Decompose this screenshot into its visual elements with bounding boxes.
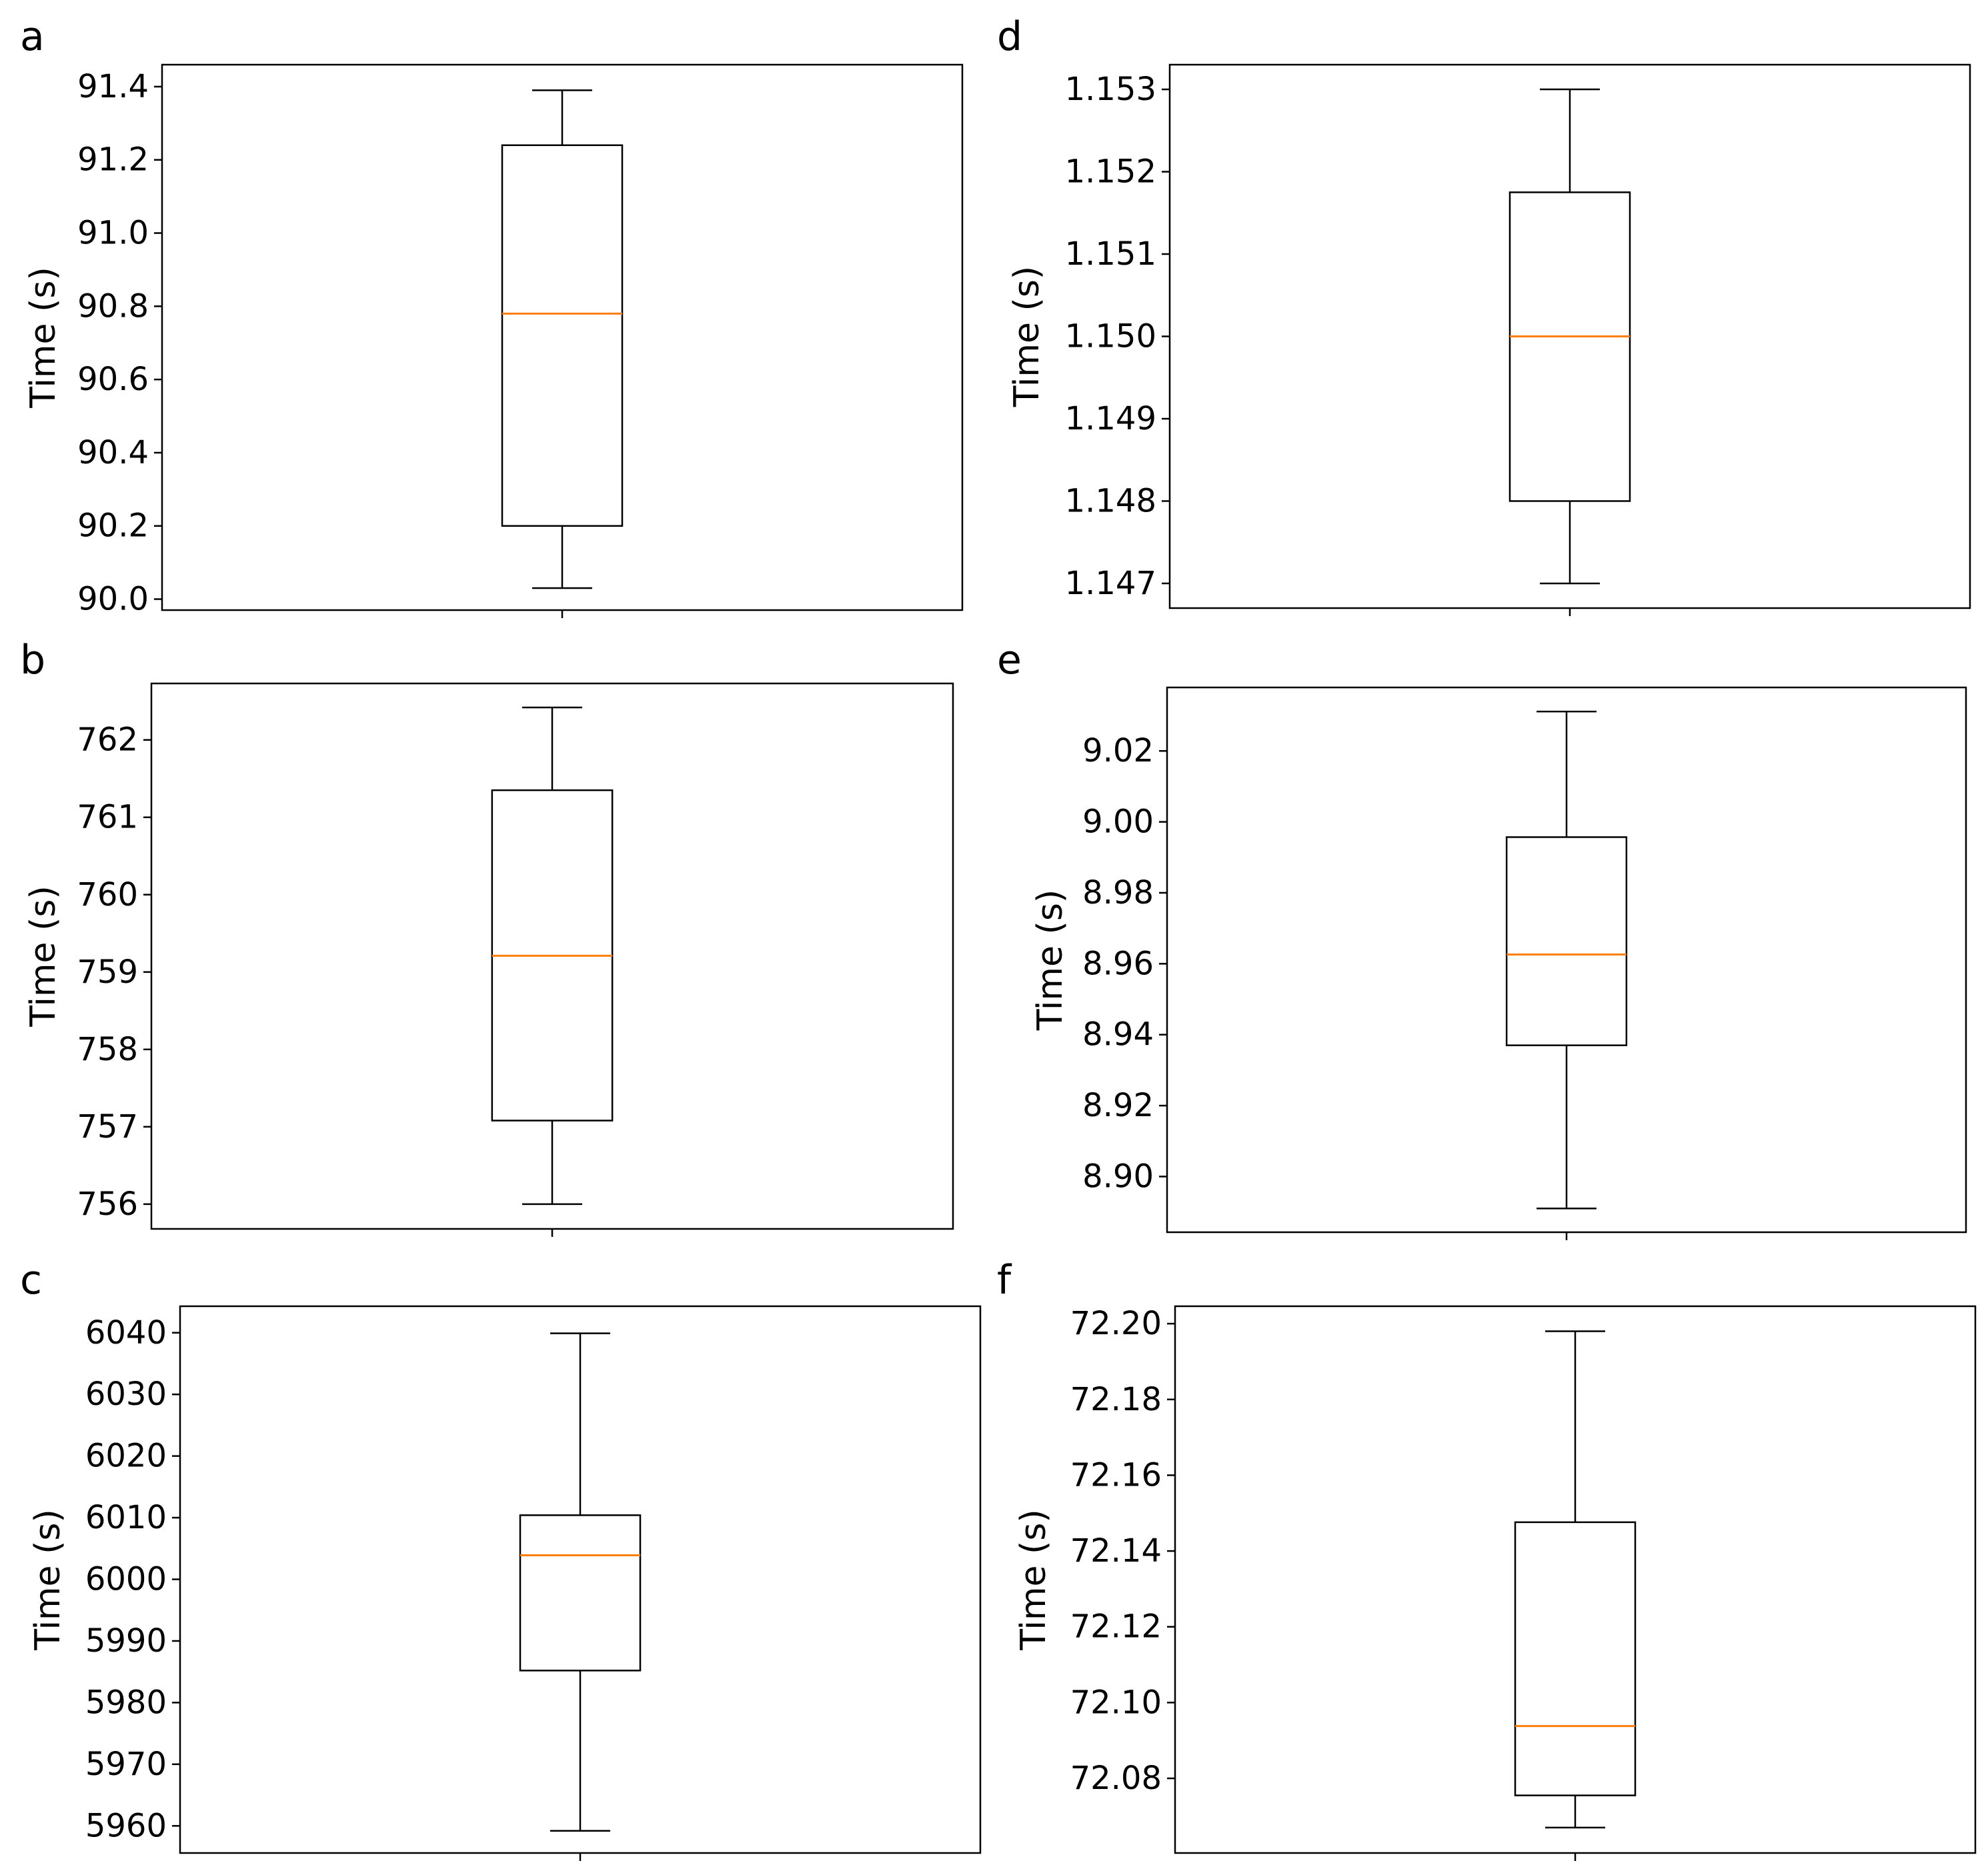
y-tick-label-b: 759	[77, 954, 138, 991]
y-tick-label-b: 758	[77, 1031, 138, 1068]
y-axis-label-b: Time (s)	[23, 885, 63, 1027]
y-tick-label-c: 6030	[85, 1376, 167, 1413]
panel-f: f 72.08 72.10 72.12 72.14 72.16 72.18 72.20 Time…	[997, 1257, 1977, 1861]
y-tick-label-e: 8.94	[1082, 1016, 1154, 1054]
iqr-box-a	[501, 144, 624, 527]
y-axis-label-d: Time (s)	[1007, 266, 1047, 407]
y-tick-label-e: 8.96	[1082, 945, 1154, 982]
y-tick-label-e: 8.98	[1082, 874, 1154, 911]
y-tick-label-e: 9.02	[1082, 732, 1154, 769]
y-tick-label-b: 761	[77, 799, 138, 836]
y-axis-label-a: Time (s)	[23, 267, 63, 408]
panel-label-a: a	[20, 13, 45, 60]
y-tick-label-d: 1.151	[1065, 235, 1156, 273]
panel-b: b 756 757 758 759 760 761 762 Time (s)	[20, 637, 954, 1237]
panel-label-f: f	[997, 1257, 1012, 1304]
y-tick-label-c: 6010	[85, 1499, 167, 1536]
y-tick-label-e: 8.90	[1082, 1158, 1154, 1195]
y-tick-label-e: 8.92	[1082, 1087, 1154, 1124]
y-tick-label-a: 91.4	[77, 68, 149, 105]
y-tick-label-c: 5990	[85, 1622, 167, 1660]
y-tick-label-a: 90.6	[77, 361, 149, 398]
y-tick-label-f: 72.12	[1070, 1608, 1162, 1646]
panel-a: a 90.0 90.2 90.4 90.6 90.8 91.0 91.2 91.4 Time (s…	[20, 13, 964, 618]
y-axis-label-e: Time (s)	[1030, 889, 1070, 1031]
y-tick-label-f: 72.10	[1070, 1684, 1162, 1721]
y-tick-label-d: 1.147	[1065, 565, 1156, 602]
y-tick-label-b: 762	[77, 721, 138, 759]
y-tick-label-f: 72.08	[1070, 1760, 1162, 1797]
panel-label-e: e	[997, 637, 1022, 683]
y-tick-label-c: 6000	[85, 1561, 167, 1598]
y-tick-label-c: 6020	[85, 1438, 167, 1475]
panel-d: d 1.147 1.148 1.149 1.150 1.151 1.152 1.153 Time…	[997, 13, 1971, 616]
y-tick-label-a: 91.0	[77, 215, 149, 252]
y-tick-label-b: 757	[77, 1108, 138, 1146]
panel-label-b: b	[20, 637, 45, 683]
y-tick-label-b: 756	[77, 1186, 138, 1223]
y-tick-label-f: 72.18	[1070, 1381, 1162, 1418]
y-tick-label-c: 5960	[85, 1807, 167, 1844]
panel-label-c: c	[20, 1257, 42, 1304]
y-axis-label-f: Time (s)	[1014, 1509, 1054, 1650]
y-tick-label-d: 1.153	[1065, 71, 1156, 108]
y-tick-label-b: 760	[77, 876, 138, 913]
y-tick-label-a: 90.2	[77, 507, 149, 545]
iqr-box-c	[519, 1514, 642, 1672]
y-tick-label-e: 9.00	[1082, 803, 1154, 841]
y-tick-label-d: 1.149	[1065, 400, 1156, 437]
y-tick-label-c: 5980	[85, 1684, 167, 1721]
iqr-box-e	[1505, 836, 1628, 1046]
y-tick-label-f: 72.14	[1070, 1532, 1162, 1570]
y-tick-label-d: 1.148	[1065, 482, 1156, 519]
y-tick-label-a: 90.8	[77, 287, 149, 325]
y-axis-label-c: Time (s)	[28, 1509, 68, 1650]
y-tick-label-f: 72.16	[1070, 1456, 1162, 1494]
y-tick-label-c: 5970	[85, 1746, 167, 1783]
y-tick-label-d: 1.150	[1065, 318, 1156, 355]
panel-c: c 5960 5970 5980 5990 6000 6010 6020 6030 6040 Tim…	[20, 1257, 982, 1861]
y-tick-label-f: 72.20	[1070, 1305, 1162, 1342]
y-tick-label-d: 1.152	[1065, 153, 1156, 191]
iqr-box-d	[1509, 191, 1631, 502]
y-tick-label-c: 6040	[85, 1314, 167, 1352]
panel-label-d: d	[997, 13, 1022, 60]
panel-e: e 8.90 8.92 8.94 8.96 8.98 9.00 9.02 Time (s)	[997, 637, 1967, 1240]
iqr-box-f	[1514, 1521, 1637, 1796]
y-tick-label-a: 90.0	[77, 581, 149, 618]
y-tick-label-a: 91.2	[77, 141, 149, 179]
y-tick-label-a: 90.4	[77, 434, 149, 471]
